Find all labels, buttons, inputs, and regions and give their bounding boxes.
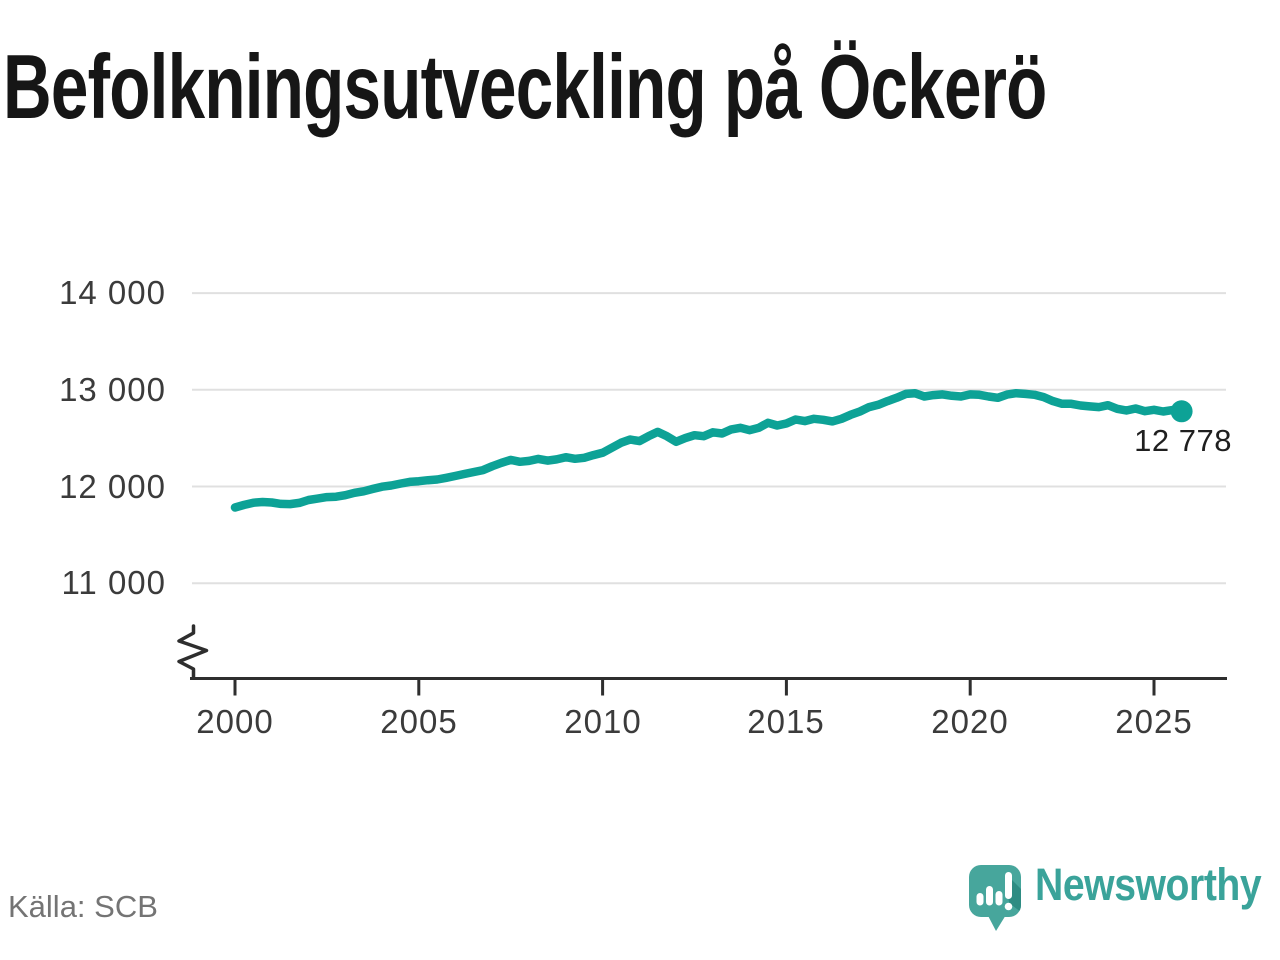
population-line [230,388,1186,512]
brand-wordmark: Newsworthy [1035,859,1262,910]
x-axis-label: 2010 [564,703,642,740]
y-axis-label: 12 000 [59,468,166,505]
exclamation-bar [1005,872,1012,899]
bar-2 [986,886,993,906]
x-axis-label: 2000 [196,703,274,740]
page-title: Befolkningsutveckling på Öckerö [3,37,1047,138]
exclamation-dot [1004,902,1013,911]
newsworthy-logo-icon [969,865,1021,931]
last-value-label: 12 778 [1134,423,1232,458]
bar-1 [976,893,984,906]
last-point-marker [1170,400,1193,423]
x-ticks-group [233,678,1156,696]
y-axis-label: 13 000 [59,371,166,408]
x-axis-label: 2025 [1115,703,1193,740]
x-axis-label: 2005 [380,703,458,740]
gridlines-group [192,292,1226,585]
newsworthy-logo: Newsworthy [960,855,1280,945]
bar-3 [995,891,1003,906]
y-axis-label: 11 000 [61,564,166,601]
y-axis-label: 14 000 [59,274,166,311]
axis-break-icon [177,624,209,680]
x-axis-label: 2015 [747,703,825,740]
x-axis-label: 2020 [931,703,1009,740]
source-label: Källa: SCB [8,889,158,924]
